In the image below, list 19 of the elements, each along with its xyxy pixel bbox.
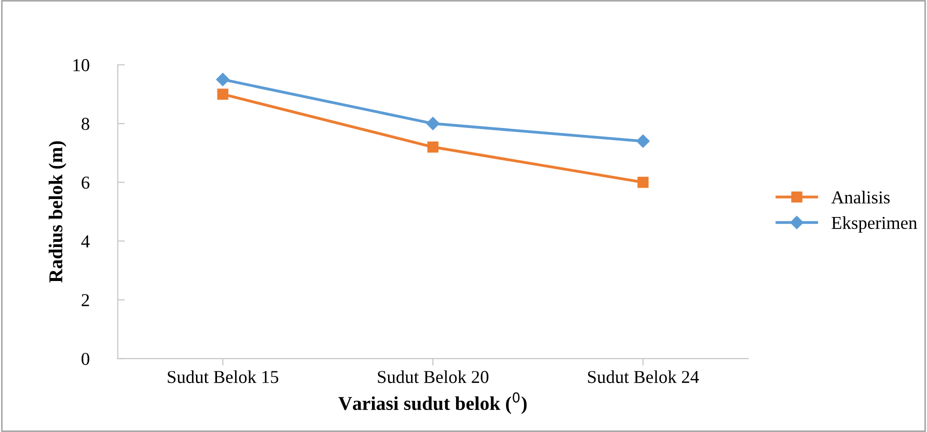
y-tick-label: 6 bbox=[82, 176, 90, 189]
x-axis-title: Variasi sudut belok ($^{0}$) bbox=[338, 392, 527, 414]
y-axis-title: Radius belok (m) bbox=[48, 141, 66, 283]
point bbox=[636, 134, 650, 148]
y-tick-label: 0 bbox=[82, 352, 90, 365]
x-tick-label: Sudut Belok 15 bbox=[168, 370, 278, 384]
y-tick-label: 8 bbox=[82, 118, 90, 130]
y-tick-label: 2 bbox=[82, 294, 89, 306]
y-tick-label: 4 bbox=[81, 235, 90, 248]
point bbox=[216, 72, 230, 86]
y-tick-label: 10 bbox=[73, 59, 90, 72]
legend-label: Eksperimen bbox=[832, 216, 918, 233]
x-tick-label: Sudut Belok 20 bbox=[378, 370, 488, 384]
point bbox=[637, 176, 649, 188]
x-tick-label: Sudut Belok 24 bbox=[588, 370, 699, 384]
point bbox=[427, 141, 438, 153]
legend-label: Analisis bbox=[831, 190, 890, 204]
point bbox=[426, 116, 440, 130]
point bbox=[217, 88, 228, 100]
